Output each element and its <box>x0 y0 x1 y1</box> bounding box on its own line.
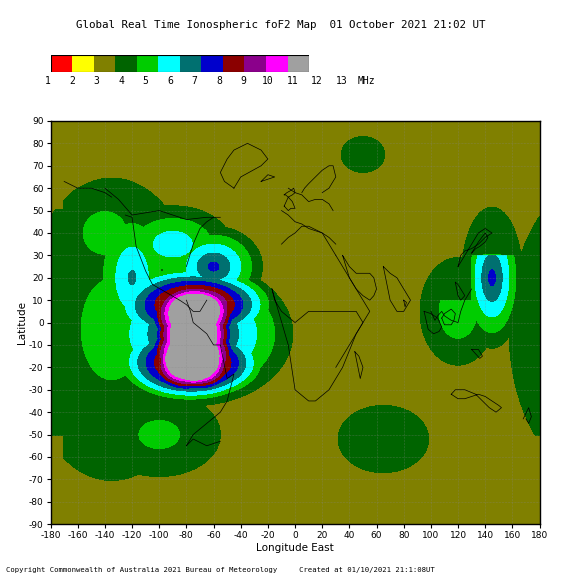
X-axis label: Longitude East: Longitude East <box>256 543 334 553</box>
Bar <box>94 55 115 72</box>
Text: 10: 10 <box>262 75 274 86</box>
Bar <box>223 55 244 72</box>
Bar <box>244 55 266 72</box>
Bar <box>201 55 223 72</box>
Text: 9: 9 <box>241 75 247 86</box>
Text: 8: 8 <box>216 75 222 86</box>
Bar <box>288 55 309 72</box>
Text: 11: 11 <box>287 75 298 86</box>
Text: MHz: MHz <box>357 75 375 86</box>
Text: 3: 3 <box>94 75 99 86</box>
Bar <box>115 55 137 72</box>
Text: 7: 7 <box>192 75 198 86</box>
Bar <box>266 55 288 72</box>
Text: 13: 13 <box>336 75 347 86</box>
Text: 12: 12 <box>311 75 323 86</box>
Text: 6: 6 <box>167 75 173 86</box>
Y-axis label: Latitude: Latitude <box>17 301 28 344</box>
Text: 2: 2 <box>69 75 75 86</box>
Bar <box>158 55 180 72</box>
Text: Global Real Time Ionospheric foF2 Map  01 October 2021 21:02 UT: Global Real Time Ionospheric foF2 Map 01… <box>76 20 486 30</box>
Bar <box>51 55 72 72</box>
Text: 5: 5 <box>143 75 149 86</box>
Text: 4: 4 <box>118 75 124 86</box>
Text: 1: 1 <box>45 75 51 86</box>
Bar <box>137 55 158 72</box>
Text: Copyright Commonwealth of Australia 2021 Bureau of Meteorology     Created at 01: Copyright Commonwealth of Australia 2021… <box>6 567 434 573</box>
Bar <box>180 55 201 72</box>
Bar <box>72 55 94 72</box>
